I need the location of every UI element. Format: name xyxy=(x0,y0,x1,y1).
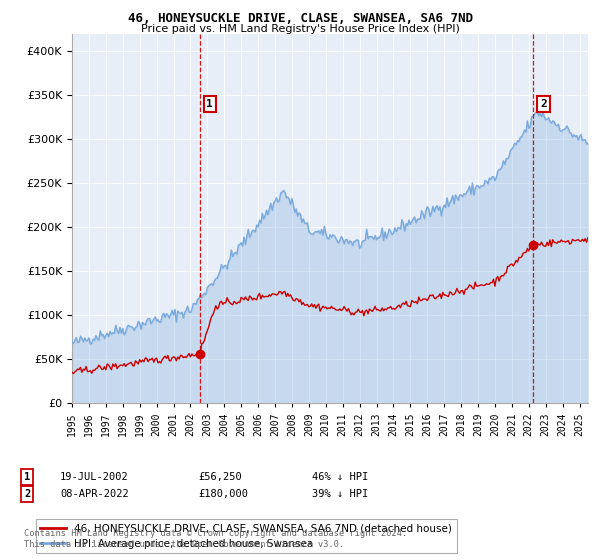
Text: 46% ↓ HPI: 46% ↓ HPI xyxy=(312,472,368,482)
Text: 1: 1 xyxy=(24,472,30,482)
Text: Price paid vs. HM Land Registry's House Price Index (HPI): Price paid vs. HM Land Registry's House … xyxy=(140,24,460,34)
Text: 2: 2 xyxy=(24,489,30,499)
Text: £180,000: £180,000 xyxy=(198,489,248,499)
Text: £56,250: £56,250 xyxy=(198,472,242,482)
Text: 08-APR-2022: 08-APR-2022 xyxy=(60,489,129,499)
Text: 2: 2 xyxy=(540,99,547,109)
Text: Contains HM Land Registry data © Crown copyright and database right 2024.
This d: Contains HM Land Registry data © Crown c… xyxy=(24,529,407,549)
Text: 1: 1 xyxy=(206,99,213,109)
Text: 19-JUL-2002: 19-JUL-2002 xyxy=(60,472,129,482)
Text: 39% ↓ HPI: 39% ↓ HPI xyxy=(312,489,368,499)
Text: 46, HONEYSUCKLE DRIVE, CLASE, SWANSEA, SA6 7ND: 46, HONEYSUCKLE DRIVE, CLASE, SWANSEA, S… xyxy=(128,12,473,25)
Legend: 46, HONEYSUCKLE DRIVE, CLASE, SWANSEA, SA6 7ND (detached house), HPI: Average pr: 46, HONEYSUCKLE DRIVE, CLASE, SWANSEA, S… xyxy=(36,519,457,553)
